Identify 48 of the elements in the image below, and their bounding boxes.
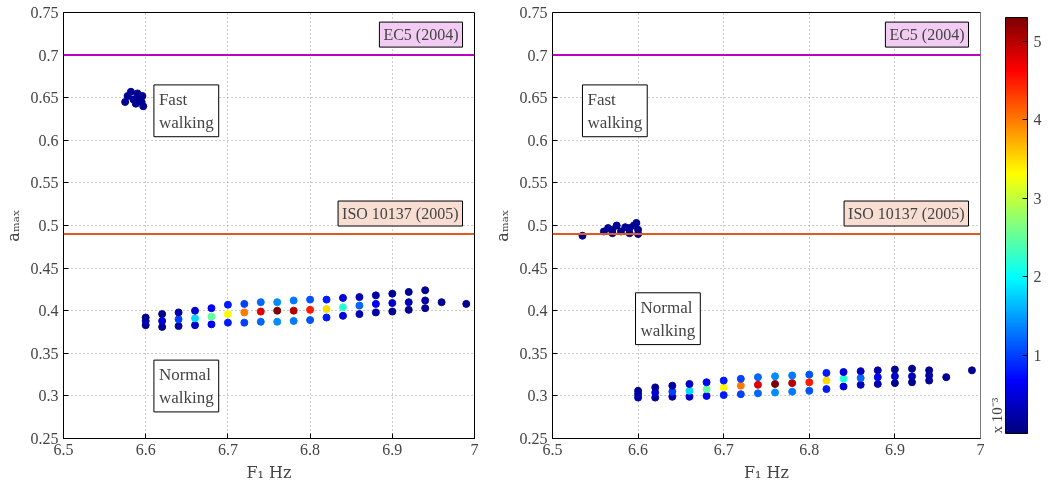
x-tick-label: 6.6	[628, 440, 649, 458]
annotation: Fast walking	[587, 89, 643, 132]
x-tick-label: 6.6	[135, 440, 156, 458]
annotation: Normal walking	[158, 365, 215, 407]
y-tick-label: 0.5	[38, 217, 59, 234]
y-axis-title: aₘₐₓ	[3, 209, 23, 242]
color-bar-label: 2	[1033, 268, 1042, 286]
color-bar-label: 3	[1033, 189, 1042, 207]
y-tick-label: 0.7	[527, 46, 548, 64]
x-tick-label: 7	[976, 440, 985, 458]
x-tick-label: 6.8	[799, 440, 820, 458]
ref-line-label: ISO 10137 (2005)	[848, 205, 965, 224]
y-tick-label: 0.3	[527, 387, 548, 405]
y-tick-label: 0.7	[38, 46, 59, 64]
y-tick-label: 0.35	[519, 344, 548, 362]
y-tick-label: 0.65	[519, 89, 548, 107]
y-tick-label: 0.75	[519, 4, 548, 21]
y-tick-label: 0.4	[38, 302, 59, 320]
y-tick-label: 0.55	[519, 174, 548, 192]
x-tick-label: 6.9	[382, 440, 403, 458]
y-tick-label: 0.65	[30, 89, 59, 107]
x-tick-label: 6.8	[300, 440, 321, 458]
ref-line-label: ISO 10137 (2005)	[342, 205, 459, 224]
y-tick-label: 0.55	[30, 174, 59, 192]
y-axis-title: aₘₐₓ	[492, 209, 512, 242]
y-tick-label: 0.45	[30, 259, 59, 277]
y-tick-label: 0.6	[527, 131, 548, 149]
color-bar-title: x 10⁻³	[988, 397, 1005, 434]
annotation: Fast walking	[158, 89, 215, 132]
y-tick-label: 0.6	[38, 131, 59, 149]
y-tick-label: 0.4	[527, 302, 548, 320]
ref-line-label: EC5 (2004)	[383, 26, 459, 45]
x-tick-label: 6.7	[713, 440, 734, 458]
color-bar-label: 5	[1033, 32, 1042, 50]
y-tick-label: 0.45	[519, 259, 548, 277]
y-tick-label: 0.75	[30, 4, 59, 21]
color-bar-label: 1	[1033, 346, 1042, 364]
x-axis-title: F₁ Hz	[246, 462, 292, 482]
color-bar-label: 4	[1033, 111, 1042, 129]
x-tick-label: 6.9	[884, 440, 905, 458]
y-tick-label: 0.5	[527, 217, 548, 234]
x-axis-title: F₁ Hz	[744, 462, 789, 482]
annotation: Normal walking	[640, 297, 696, 340]
ref-line-label: EC5 (2004)	[889, 26, 965, 45]
x-tick-label: 6.7	[217, 440, 238, 458]
x-tick-label: 7	[470, 440, 479, 458]
y-tick-label: 0.35	[30, 344, 59, 362]
y-tick-label: 0.3	[38, 387, 59, 405]
